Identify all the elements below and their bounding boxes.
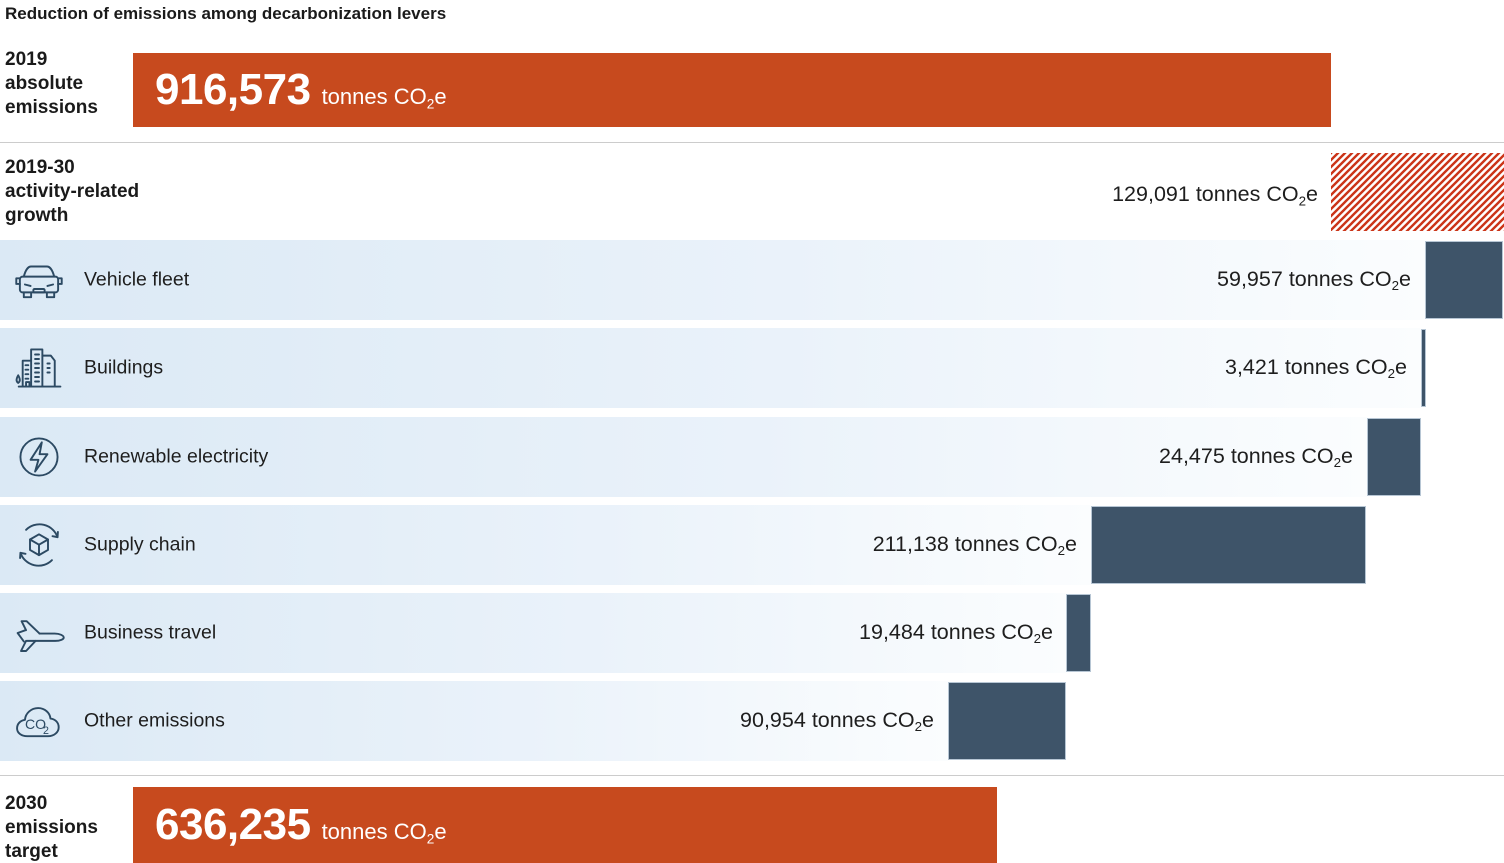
reduction-bar xyxy=(1425,241,1503,319)
lever-label: Supply chain xyxy=(84,533,196,556)
target-bar: 636,235 tonnes CO2e xyxy=(133,787,997,863)
reduction-bar xyxy=(1367,418,1421,496)
reduction-bar xyxy=(948,682,1066,760)
lever-row-supply-chain: Supply chain 211,138 tonnes CO2e xyxy=(0,505,1504,585)
row-band xyxy=(0,240,1425,320)
row-band xyxy=(0,505,1091,585)
start-row-label: 2019 absolute emissions xyxy=(5,49,98,118)
lever-row-buildings: Buildings 3,421 tonnes CO2e xyxy=(0,328,1504,408)
reduction-bar xyxy=(1091,506,1366,584)
buildings-icon xyxy=(11,340,67,396)
chart-title: Reduction of emissions among decarboniza… xyxy=(5,4,447,23)
lever-row-vehicle-fleet: Vehicle fleet 59,957 tonnes CO2e xyxy=(0,240,1504,320)
target-row-label: 2030 emissions target xyxy=(5,793,98,862)
lever-value: 90,954 tonnes CO2e xyxy=(740,707,934,735)
lever-value: 19,484 tonnes CO2e xyxy=(859,619,1053,647)
lever-value: 3,421 tonnes CO2e xyxy=(1225,354,1407,382)
divider-bottom xyxy=(0,775,1504,776)
lever-label: Business travel xyxy=(84,621,217,644)
cube-cycle-icon xyxy=(11,517,67,573)
lever-value: 211,138 tonnes CO2e xyxy=(872,531,1077,559)
lever-value: 59,957 tonnes CO2e xyxy=(1217,266,1411,294)
lever-label: Buildings xyxy=(84,356,164,379)
growth-value: 129,091 tonnes CO2e xyxy=(1112,182,1318,209)
lever-row-renewable-electricity: Renewable electricity 24,475 tonnes CO2e xyxy=(0,417,1504,497)
row-band xyxy=(0,328,1421,408)
target-bar-value: 636,235 tonnes CO2e xyxy=(155,800,447,849)
lever-value: 24,475 tonnes CO2e xyxy=(1159,443,1353,471)
airplane-icon xyxy=(11,605,67,661)
lever-row-other-emissions: CO 2 Other emissions 90,954 tonnes CO2e xyxy=(0,681,1504,761)
lever-row-business-travel: Business travel 19,484 tonnes CO2e xyxy=(0,593,1504,673)
svg-text:CO: CO xyxy=(25,716,46,732)
lever-label: Other emissions xyxy=(84,709,225,732)
reduction-bar xyxy=(1421,329,1426,407)
row-band xyxy=(0,681,948,761)
lever-label: Renewable electricity xyxy=(84,445,269,468)
growth-row-label: 2019-30 activity-related growth xyxy=(5,157,140,226)
growth-bar-hatched xyxy=(1331,153,1504,231)
lever-label: Vehicle fleet xyxy=(84,268,190,291)
divider-top xyxy=(0,142,1504,143)
hatch-pattern xyxy=(1331,153,1504,231)
row-band xyxy=(0,417,1367,497)
lightning-circle-icon xyxy=(11,429,67,485)
car-icon xyxy=(11,252,67,308)
start-bar: 916,573 tonnes CO2e xyxy=(133,53,1331,127)
reduction-bar xyxy=(1066,594,1091,672)
start-bar-value: 916,573 tonnes CO2e xyxy=(155,65,447,114)
co2-cloud-icon: CO 2 xyxy=(11,693,67,749)
row-band xyxy=(0,593,1066,673)
svg-text:2: 2 xyxy=(43,725,49,737)
